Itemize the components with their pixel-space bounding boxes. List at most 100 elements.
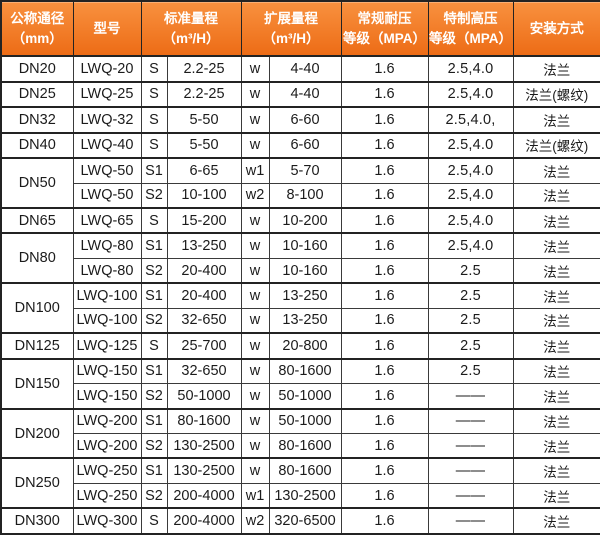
cell-model: LWQ-200 [72, 433, 142, 459]
header-normal-pressure-line1: 常规耐压 [357, 10, 412, 26]
cell-normal-pressure: 1.6 [340, 106, 429, 134]
cell-normal-pressure: 1.6 [340, 482, 429, 509]
cell-std-range: 32-650 [166, 357, 242, 385]
cell-ext-range: 10-200 [268, 206, 342, 234]
cell-diameter: DN150 [0, 357, 74, 410]
cell-normal-pressure: 1.6 [340, 80, 429, 108]
cell-normal-pressure: 1.6 [340, 332, 429, 360]
cell-ext-range: 13-250 [268, 282, 342, 309]
cell-ext-range: 13-250 [268, 307, 342, 334]
table-row: LWQ-250 S2 200-4000 w1 130-2500 1.6 —— 法兰 [1, 482, 600, 509]
cell-ext-code: w2 [240, 507, 270, 535]
cell-normal-pressure: 1.6 [340, 232, 429, 259]
table-row: DN40 LWQ-40 S 5-50 w 6-60 1.6 2.5,4.0 法兰(螺纹) [0, 131, 600, 159]
cell-std-code: S2 [140, 307, 168, 334]
cell-std-code: S2 [140, 257, 168, 284]
table-row: DN50 LWQ-50 S1 6-65 w1 5-70 1.6 2.5,4.0 法兰 [0, 157, 600, 209]
header-standard-range-line2: （m³/H） [162, 30, 220, 46]
cell-mounting: 法兰 [512, 232, 600, 259]
cell-model: LWQ-40 [72, 131, 142, 159]
cell-special-pressure: 2.5,4.0 [427, 131, 514, 159]
cell-std-range: 2.2-25 [166, 55, 242, 83]
cell-std-code: S [140, 332, 168, 360]
cell-std-range: 200-4000 [166, 482, 242, 509]
cell-normal-pressure: 1.6 [340, 507, 429, 535]
cell-std-code: S1 [140, 232, 168, 259]
cell-diameter: DN200 [0, 407, 74, 459]
cell-std-range: 5-50 [166, 131, 242, 159]
cell-ext-code: w [240, 232, 270, 259]
cell-mounting: 法兰 [512, 407, 600, 435]
cell-ext-code: w2 [240, 182, 270, 209]
cell-std-range: 13-250 [166, 232, 242, 259]
cell-model: LWQ-125 [72, 332, 142, 360]
cell-normal-pressure: 1.6 [340, 157, 429, 184]
cell-std-code: S [140, 206, 168, 234]
header-extended-range: 扩展量程 （m³/H） [240, 0, 342, 57]
cell-normal-pressure: 1.6 [340, 357, 429, 385]
table-row: LWQ-200 S2 130-2500 w 80-1600 1.6 —— 法兰 [1, 433, 600, 459]
spec-table-body: DN20 LWQ-20 S 2.2-25 w 4-40 1.6 2.5,4.0 法兰 DN25 LW… [0, 55, 600, 535]
cell-std-code: S2 [140, 383, 168, 410]
cell-std-code: S [140, 80, 168, 108]
cell-special-pressure: 2.5 [427, 257, 514, 284]
cell-diameter: DN250 [0, 457, 74, 509]
cell-ext-range: 320-6500 [268, 507, 342, 535]
cell-model: LWQ-100 [72, 307, 142, 334]
cell-special-pressure: —— [427, 457, 514, 484]
cell-model: LWQ-150 [72, 357, 142, 385]
header-normal-pressure-line2: 等级（MPA） [343, 30, 426, 46]
cell-model: LWQ-20 [72, 55, 142, 83]
cell-ext-code: w [240, 55, 270, 83]
cell-std-range: 32-650 [166, 307, 242, 334]
table-row: LWQ-100 S2 32-650 w 13-250 1.6 2.5 法兰 [1, 307, 600, 334]
cell-std-range: 50-1000 [166, 383, 242, 410]
cell-special-pressure: 2.5,4.0 [427, 157, 514, 184]
header-model-line1: 型号 [93, 20, 121, 36]
cell-special-pressure: —— [427, 482, 514, 509]
cell-diameter: DN50 [0, 157, 74, 209]
cell-std-code: S1 [140, 282, 168, 309]
cell-std-code: S1 [140, 157, 168, 184]
cell-ext-code: w1 [240, 482, 270, 509]
cell-mounting: 法兰 [512, 357, 600, 385]
cell-special-pressure: —— [427, 433, 514, 459]
header-normal-pressure: 常规耐压 等级（MPA） [340, 0, 429, 57]
header-nominal-diameter: 公称通径 （mm） [0, 0, 74, 57]
cell-special-pressure: 2.5,4.0 [427, 55, 514, 83]
cell-std-code: S [140, 131, 168, 159]
cell-mounting: 法兰 [512, 282, 600, 309]
cell-model: LWQ-50 [72, 157, 142, 184]
cell-std-code: S [140, 507, 168, 535]
cell-ext-code: w [240, 106, 270, 134]
header-standard-range-line1: 标准量程 [164, 10, 218, 26]
cell-model: LWQ-50 [72, 182, 142, 209]
header-extended-range-line2: （m³/H） [262, 30, 320, 46]
header-nominal-diameter-line2: （mm） [11, 30, 63, 46]
cell-std-code: S1 [140, 457, 168, 484]
cell-model: LWQ-32 [72, 106, 142, 134]
table-row: DN32 LWQ-32 S 5-50 w 6-60 1.6 2.5,4.0, 法兰 [0, 106, 600, 134]
cell-ext-range: 6-60 [268, 131, 342, 159]
cell-mounting: 法兰 [512, 206, 600, 234]
header-special-pressure: 特制高压 等级（MPA） [427, 0, 514, 57]
cell-std-range: 20-400 [166, 282, 242, 309]
cell-diameter: DN80 [0, 232, 74, 284]
table-row: LWQ-150 S2 50-1000 w 50-1000 1.6 —— 法兰 [1, 383, 600, 410]
cell-mounting: 法兰(螺纹) [512, 131, 600, 159]
cell-std-range: 2.2-25 [166, 80, 242, 108]
cell-mounting: 法兰 [512, 332, 600, 360]
cell-model: LWQ-300 [72, 507, 142, 535]
cell-mounting: 法兰 [512, 433, 600, 459]
cell-diameter: DN125 [0, 332, 74, 360]
cell-model: LWQ-25 [72, 80, 142, 108]
cell-ext-code: w [240, 307, 270, 334]
cell-normal-pressure: 1.6 [340, 131, 429, 159]
cell-ext-code: w [240, 131, 270, 159]
cell-diameter: DN40 [0, 131, 74, 159]
cell-std-range: 130-2500 [166, 433, 242, 459]
cell-model: LWQ-80 [72, 232, 142, 259]
cell-ext-range: 50-1000 [268, 383, 342, 410]
cell-mounting: 法兰 [512, 482, 600, 509]
